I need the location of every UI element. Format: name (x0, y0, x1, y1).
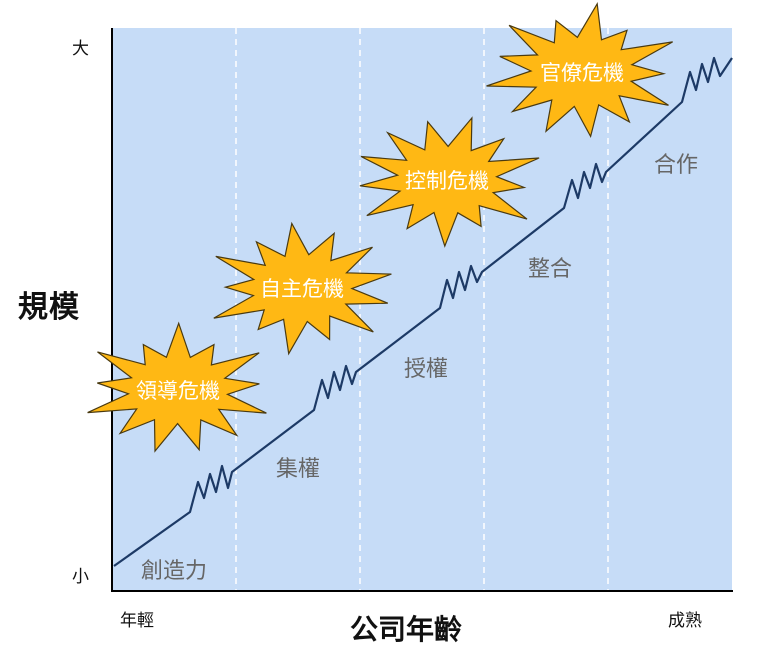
y-axis-title: 規模 (18, 290, 80, 325)
x-axis-max-label: 成熟 (668, 611, 702, 631)
starburst-shape (486, 1, 673, 139)
phase-label-direction: 集權 (276, 457, 320, 482)
starburst-shape (213, 221, 392, 356)
y-axis-max-label: 大 (72, 39, 89, 59)
phase-label-collaboration: 合作 (654, 153, 698, 178)
phase-label-delegation: 授權 (404, 357, 448, 382)
crisis-label: 控制危機 (405, 169, 489, 193)
starburst-shape (87, 321, 267, 453)
crisis-label: 官僚危機 (540, 61, 624, 85)
crisis-label: 自主危機 (260, 277, 344, 301)
phase-label-coordination: 整合 (528, 257, 572, 282)
control-crisis-burst: 控制危機 (359, 116, 540, 248)
plot-background (112, 28, 732, 590)
growth-line (113, 56, 733, 567)
x-axis-min-label: 年輕 (120, 611, 154, 631)
red-tape-crisis-burst: 官僚危機 (486, 1, 673, 139)
starburst-shape (359, 116, 540, 248)
phase-labels: 創造力 集權 授權 整合 合作 (141, 153, 698, 584)
autonomy-crisis-burst: 自主危機 (213, 221, 392, 356)
crisis-bursts: 領導危機 自主危機 控制危機 官僚危機 (87, 1, 673, 453)
phase-label-creativity: 創造力 (141, 559, 207, 584)
y-axis-min-label: 小 (72, 567, 89, 587)
x-axis-title: 公司年齡 (350, 613, 463, 646)
leadership-crisis-burst: 領導危機 (87, 321, 267, 453)
crisis-label: 領導危機 (136, 379, 220, 403)
